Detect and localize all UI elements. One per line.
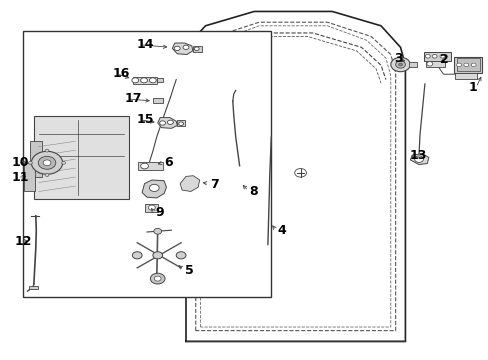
Text: 5: 5 xyxy=(184,264,193,277)
Text: 1: 1 xyxy=(468,81,477,94)
Circle shape xyxy=(439,54,444,58)
Circle shape xyxy=(178,122,183,126)
Circle shape xyxy=(141,163,148,169)
Circle shape xyxy=(43,160,51,166)
Bar xyxy=(138,162,162,170)
Bar xyxy=(144,204,158,212)
Circle shape xyxy=(463,63,468,67)
Circle shape xyxy=(470,63,475,67)
Circle shape xyxy=(395,61,405,68)
Polygon shape xyxy=(158,118,177,129)
Circle shape xyxy=(174,46,180,50)
Bar xyxy=(34,116,129,199)
Bar xyxy=(408,62,416,67)
Bar xyxy=(453,57,482,73)
Circle shape xyxy=(194,47,199,50)
Circle shape xyxy=(431,54,436,58)
Circle shape xyxy=(132,252,142,259)
Bar xyxy=(30,141,42,177)
Bar xyxy=(24,163,35,192)
Circle shape xyxy=(148,205,155,210)
Circle shape xyxy=(38,156,56,169)
Bar xyxy=(157,78,162,82)
Text: 10: 10 xyxy=(11,156,29,169)
Text: 7: 7 xyxy=(210,178,219,191)
Circle shape xyxy=(426,62,432,66)
Circle shape xyxy=(154,276,161,281)
Bar xyxy=(454,73,476,78)
Circle shape xyxy=(149,184,159,192)
Circle shape xyxy=(153,252,162,259)
Text: 11: 11 xyxy=(11,171,29,184)
Circle shape xyxy=(149,78,156,83)
Circle shape xyxy=(183,45,188,49)
Text: 2: 2 xyxy=(439,53,447,66)
Circle shape xyxy=(61,161,65,164)
Circle shape xyxy=(159,121,165,125)
Bar xyxy=(133,77,157,84)
Bar xyxy=(456,58,479,71)
Circle shape xyxy=(45,174,49,176)
Text: 8: 8 xyxy=(249,185,258,198)
Circle shape xyxy=(425,54,429,58)
Text: 13: 13 xyxy=(408,149,426,162)
Circle shape xyxy=(390,57,409,72)
Polygon shape xyxy=(180,176,199,192)
Text: 15: 15 xyxy=(136,113,153,126)
Circle shape xyxy=(132,78,139,83)
Bar xyxy=(423,52,450,60)
Polygon shape xyxy=(409,154,428,165)
Polygon shape xyxy=(142,180,166,198)
Text: 6: 6 xyxy=(163,156,172,169)
Circle shape xyxy=(28,161,32,164)
Bar xyxy=(192,45,201,52)
Circle shape xyxy=(414,156,423,162)
Bar xyxy=(29,286,38,289)
Circle shape xyxy=(398,63,402,66)
Text: 12: 12 xyxy=(14,235,32,248)
Circle shape xyxy=(154,228,161,234)
Circle shape xyxy=(31,151,62,174)
Circle shape xyxy=(456,63,461,67)
Text: 14: 14 xyxy=(136,38,153,51)
Bar xyxy=(153,98,162,103)
Circle shape xyxy=(150,273,164,284)
Polygon shape xyxy=(172,43,192,54)
Text: 3: 3 xyxy=(394,52,403,65)
Bar xyxy=(22,31,271,297)
Circle shape xyxy=(141,78,147,83)
Text: 16: 16 xyxy=(113,67,130,80)
Text: 4: 4 xyxy=(277,224,286,238)
Text: 9: 9 xyxy=(156,207,164,220)
Bar xyxy=(426,60,444,67)
Bar xyxy=(177,121,184,126)
Circle shape xyxy=(167,120,173,125)
Circle shape xyxy=(176,252,185,259)
Circle shape xyxy=(45,149,49,152)
Text: 17: 17 xyxy=(125,92,142,105)
